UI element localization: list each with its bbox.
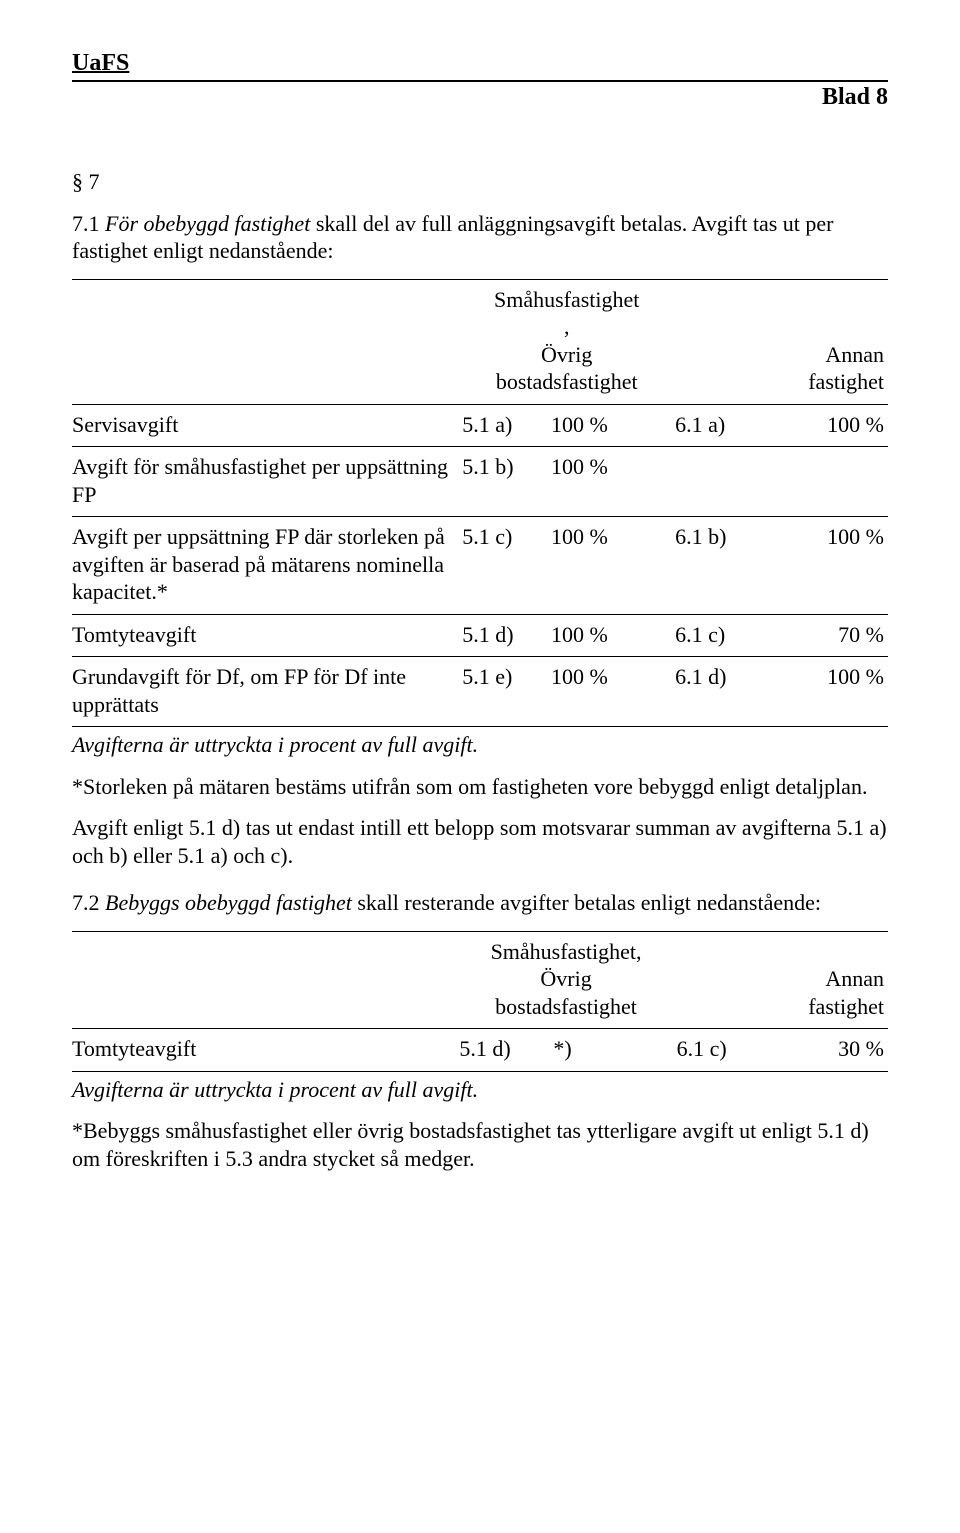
table1-footer-para: Avgift enligt 5.1 d) tas ut endast intil… xyxy=(72,814,888,869)
t1-hdr-right-l2: fastighet xyxy=(675,368,884,396)
table2-header-row: Småhusfastighet, Övrig bostadsfastighet … xyxy=(72,931,888,1029)
row-b: 6.1 c) xyxy=(677,1029,765,1072)
table-row: Tomtyteavgift 5.1 d) *) 6.1 c) 30 % xyxy=(72,1029,888,1072)
row-label: Avgift per uppsättning FP där storleken … xyxy=(72,517,462,615)
header-right-wrap: Blad 8 xyxy=(72,82,888,112)
table2-footer-note: *Bebyggs småhusfastighet eller övrig bos… xyxy=(72,1117,888,1172)
table2-hdr-right: Annan fastighet xyxy=(677,931,888,1029)
table2-hdr-left: Småhusfastighet, Övrig bostadsfastighet xyxy=(459,931,676,1029)
row-bv xyxy=(764,447,888,517)
para-7-1-lead: 7.1 xyxy=(72,211,105,236)
t1-hdr-left-l4: bostadsfastighet xyxy=(462,368,671,396)
table1-hdr-left: Småhusfastighet , Övrig bostadsfastighet xyxy=(462,279,675,404)
header-left: UaFS xyxy=(72,48,129,78)
table1-header-row: Småhusfastighet , Övrig bostadsfastighet… xyxy=(72,279,888,404)
row-av: 100 % xyxy=(551,517,675,615)
table1-hdr-right: Annan fastighet xyxy=(675,279,888,404)
table-row: Tomtyteavgift 5.1 d) 100 % 6.1 c) 70 % xyxy=(72,614,888,657)
para-7-2: 7.2 Bebyggs obebyggd fastighet skall res… xyxy=(72,889,888,917)
row-bv: 100 % xyxy=(764,404,888,447)
table-row: Avgift per uppsättning FP där storleken … xyxy=(72,517,888,615)
row-label: Tomtyteavgift xyxy=(72,614,462,657)
t2-hdr-left-l1: Småhusfastighet, xyxy=(459,938,672,966)
row-b: 6.1 d) xyxy=(675,657,764,727)
row-label: Grundavgift för Df, om FP för Df inte up… xyxy=(72,657,462,727)
page-header: UaFS xyxy=(72,48,888,82)
table-row: Avgift för småhusfastighet per uppsättni… xyxy=(72,447,888,517)
table1-footer-italic: Avgifterna är uttryckta i procent av ful… xyxy=(72,731,888,759)
row-label: Tomtyteavgift xyxy=(72,1029,459,1072)
row-a: 5.1 d) xyxy=(462,614,551,657)
t1-hdr-left-l3: Övrig xyxy=(462,341,671,369)
t1-hdr-right-l1: Annan xyxy=(675,341,884,369)
row-b xyxy=(675,447,764,517)
para-7-2-lead: 7.2 xyxy=(72,890,105,915)
row-av: 100 % xyxy=(551,447,675,517)
row-b: 6.1 c) xyxy=(675,614,764,657)
row-b: 6.1 b) xyxy=(675,517,764,615)
row-av: *) xyxy=(553,1029,676,1072)
row-bv: 100 % xyxy=(764,517,888,615)
t2-hdr-left-l3: bostadsfastighet xyxy=(459,993,672,1021)
t1-hdr-left-l1: Småhusfastighet xyxy=(462,286,671,314)
row-a: 5.1 a) xyxy=(462,404,551,447)
page: UaFS Blad 8 § 7 7.1 För obebyggd fastigh… xyxy=(0,0,960,1533)
row-a: 5.1 d) xyxy=(459,1029,553,1072)
row-bv: 100 % xyxy=(764,657,888,727)
row-av: 100 % xyxy=(551,614,675,657)
row-av: 100 % xyxy=(551,404,675,447)
para-7-2-rest: skall resterande avgifter betalas enligt… xyxy=(352,890,821,915)
row-label: Servisavgift xyxy=(72,404,462,447)
table-row: Servisavgift 5.1 a) 100 % 6.1 a) 100 % xyxy=(72,404,888,447)
t2-hdr-right-l1: Annan xyxy=(677,965,884,993)
row-bv: 30 % xyxy=(765,1029,888,1072)
table1-footer-note: *Storleken på mätaren bestäms utifrån so… xyxy=(72,773,888,801)
row-a: 5.1 b) xyxy=(462,447,551,517)
section-number: § 7 xyxy=(72,168,888,196)
table2-footer-italic: Avgifterna är uttryckta i procent av ful… xyxy=(72,1076,888,1104)
fee-table-2: Småhusfastighet, Övrig bostadsfastighet … xyxy=(72,931,888,1072)
table2-hdr-empty xyxy=(72,931,459,1029)
para-7-1: 7.1 För obebyggd fastighet skall del av … xyxy=(72,210,888,265)
section-7: § 7 7.1 För obebyggd fastighet skall del… xyxy=(72,168,888,265)
t2-hdr-left-l2: Övrig xyxy=(459,965,672,993)
row-b: 6.1 a) xyxy=(675,404,764,447)
para-7-1-italic: För obebyggd fastighet xyxy=(105,211,310,236)
row-label: Avgift för småhusfastighet per uppsättni… xyxy=(72,447,462,517)
row-av: 100 % xyxy=(551,657,675,727)
t1-hdr-left-l2: , xyxy=(462,313,671,341)
t2-hdr-right-l2: fastighet xyxy=(677,993,884,1021)
row-bv: 70 % xyxy=(764,614,888,657)
para-7-2-italic: Bebyggs obebyggd fastighet xyxy=(105,890,352,915)
header-right: Blad 8 xyxy=(822,84,888,110)
row-a: 5.1 e) xyxy=(462,657,551,727)
row-a: 5.1 c) xyxy=(462,517,551,615)
table1-hdr-empty xyxy=(72,279,462,404)
table-row: Grundavgift för Df, om FP för Df inte up… xyxy=(72,657,888,727)
fee-table-1: Småhusfastighet , Övrig bostadsfastighet… xyxy=(72,279,888,728)
